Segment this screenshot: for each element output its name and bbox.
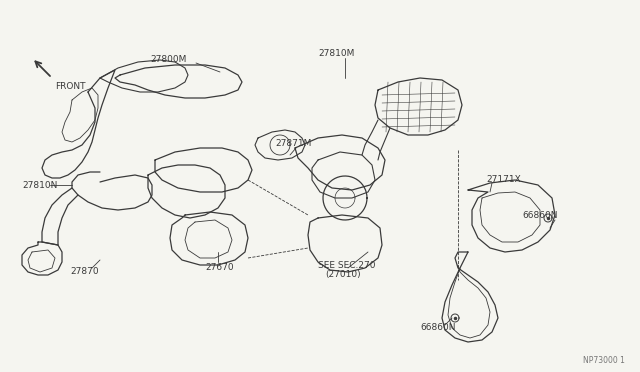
Text: 66860N: 66860N [522,211,557,219]
Text: NP73000 1: NP73000 1 [583,356,625,365]
Text: 66860N: 66860N [420,324,456,333]
Text: 27871M: 27871M [275,138,312,148]
Text: FRONT: FRONT [55,82,86,91]
Text: 27870: 27870 [70,267,99,276]
Text: SEE SEC.270: SEE SEC.270 [318,260,376,269]
Text: 27800M: 27800M [150,55,186,64]
Text: 27171X: 27171X [486,176,521,185]
Text: 27810N: 27810N [22,180,58,189]
Text: (27010): (27010) [325,270,360,279]
Text: 27670: 27670 [205,263,234,273]
Text: 27810M: 27810M [318,48,355,58]
